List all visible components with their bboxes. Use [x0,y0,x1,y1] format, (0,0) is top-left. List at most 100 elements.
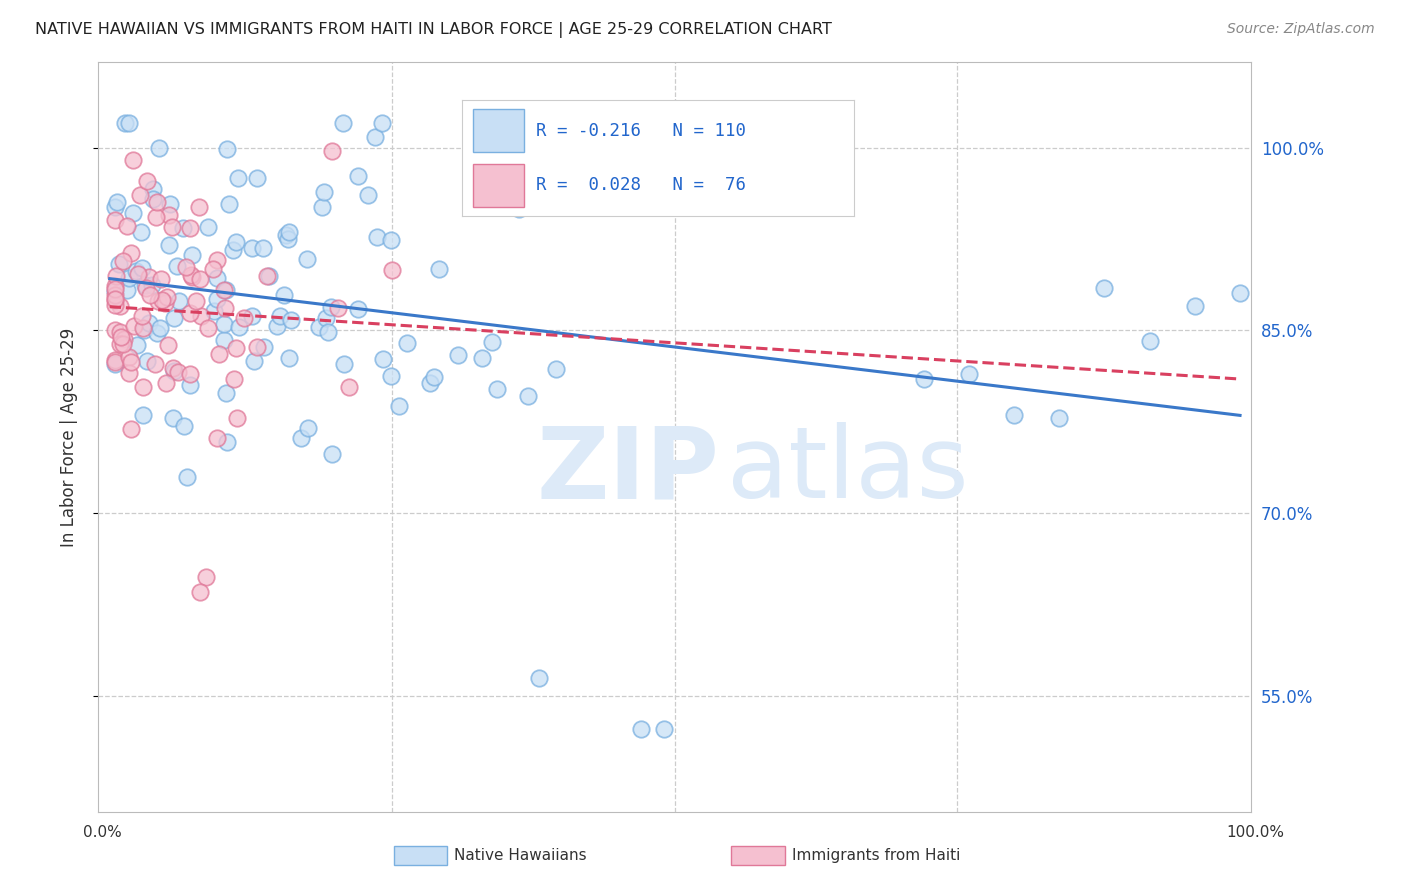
Point [321,447,343,461]
Point [371,352,394,367]
Point [132,321,155,335]
Point [150,272,173,286]
Point [485,383,508,397]
Point [134,323,156,337]
Point [194,569,217,583]
Point [139,288,162,302]
Point [217,142,239,156]
Point [156,290,179,304]
Point [155,376,177,391]
Point [214,283,236,297]
Point [205,293,228,307]
Point [162,410,184,425]
Point [128,188,150,202]
Point [120,422,142,436]
Point [214,301,236,315]
Point [240,309,263,323]
Text: Immigrants from Haiti: Immigrants from Haiti [792,848,960,863]
Point [197,321,219,335]
Point [190,310,212,324]
Point [509,197,531,211]
Point [224,372,246,386]
Point [127,338,149,352]
Text: 0.0%: 0.0% [83,825,122,840]
Point [188,272,211,286]
Point [107,256,129,270]
Point [104,282,127,296]
Point [159,197,181,211]
Point [395,336,418,351]
Point [266,318,288,333]
Point [371,116,394,130]
Point [138,270,160,285]
Point [347,169,370,184]
Point [380,368,402,383]
Point [108,325,131,339]
Point [269,309,291,323]
Point [135,281,157,295]
Point [104,278,127,293]
Point [1139,334,1161,348]
Point [142,192,165,206]
Point [212,333,235,347]
Point [218,197,240,211]
Point [252,241,274,255]
Point [135,354,157,368]
Point [132,408,155,422]
Point [470,351,492,365]
Text: Source: ZipAtlas.com: Source: ZipAtlas.com [1227,22,1375,37]
Point [337,379,360,393]
Point [215,385,238,400]
Point [214,283,236,297]
Point [419,376,441,391]
Point [225,410,247,425]
Point [181,269,204,284]
Point [141,278,163,293]
Point [157,237,180,252]
Point [311,200,333,214]
Point [319,300,342,314]
Point [326,301,349,315]
Point [122,153,145,167]
Point [118,350,141,364]
Text: atlas: atlas [727,422,969,519]
Point [225,342,247,356]
Point [246,340,269,354]
Point [104,355,127,369]
Point [278,351,301,365]
Point [118,366,141,380]
Point [202,261,225,276]
Point [197,219,219,234]
Point [214,317,236,331]
Point [1047,411,1070,425]
Point [150,293,173,308]
Point [157,208,180,222]
Point [127,267,149,281]
Point [138,316,160,330]
Point [167,293,190,308]
Point [366,230,388,244]
Point [180,268,202,282]
Point [149,321,172,335]
Point [174,260,197,274]
Point [1229,286,1251,301]
Point [381,262,404,277]
Point [280,312,302,326]
Point [122,318,145,333]
Point [125,264,148,278]
Point [516,389,538,403]
Point [290,431,312,445]
Point [447,348,470,362]
Point [104,352,127,367]
Point [176,470,198,484]
Point [104,212,127,227]
Point [108,337,131,351]
Point [143,357,166,371]
Point [108,299,131,313]
Point [347,301,370,316]
Point [166,366,188,380]
Point [332,116,354,130]
Point [246,171,269,186]
Point [111,337,134,351]
Point [172,220,194,235]
